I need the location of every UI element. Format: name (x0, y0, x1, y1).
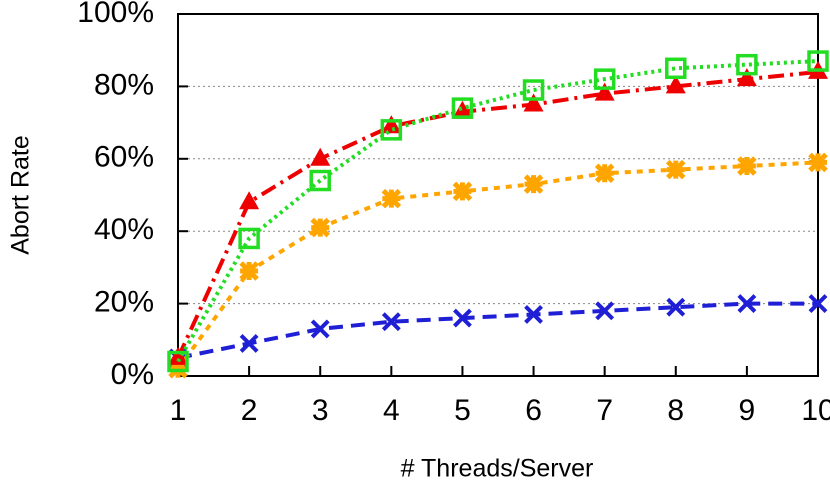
marker (452, 100, 473, 119)
y-tick-label: 0% (111, 358, 154, 391)
marker (737, 294, 757, 314)
marker (665, 75, 686, 94)
series-line (177, 301, 818, 360)
marker (310, 147, 331, 166)
series-line (176, 69, 819, 359)
series-line (176, 160, 819, 370)
marker (310, 217, 330, 238)
marker (808, 294, 828, 314)
marker (595, 301, 615, 321)
y-tick-label: 100% (77, 0, 154, 29)
marker (522, 79, 545, 101)
marker (524, 305, 543, 324)
x-tick-label: 8 (667, 394, 684, 427)
marker (239, 334, 259, 353)
marker (238, 227, 260, 250)
x-tick-label: 4 (383, 394, 400, 427)
marker (665, 57, 687, 80)
x-tick-label: 5 (454, 394, 471, 427)
marker (594, 163, 615, 184)
marker (736, 53, 758, 76)
x-tick-label: 7 (596, 394, 613, 427)
marker (239, 191, 260, 210)
marker (453, 308, 472, 328)
marker (239, 261, 259, 281)
marker (167, 350, 189, 373)
marker (451, 97, 474, 119)
marker (666, 297, 686, 317)
x-tick-label: 2 (241, 394, 258, 427)
marker (380, 119, 403, 141)
marker (381, 312, 401, 332)
marker (523, 93, 544, 112)
x-tick-label: 1 (170, 394, 187, 427)
marker (737, 156, 757, 176)
x-tick-label: 9 (739, 394, 756, 427)
marker (593, 68, 616, 90)
marker (310, 319, 330, 339)
marker (381, 115, 402, 134)
y-tick-label: 60% (94, 141, 154, 174)
plot-frame (177, 13, 819, 377)
marker (168, 358, 188, 379)
marker (168, 346, 188, 365)
x-axis-title: # Threads/Server (401, 455, 594, 483)
marker (807, 50, 829, 72)
y-axis-title: Abort Rate (7, 135, 35, 255)
y-tick-label: 20% (94, 286, 154, 319)
marker (808, 152, 828, 173)
marker (381, 188, 402, 209)
x-tick-label: 3 (312, 394, 329, 427)
marker (666, 159, 686, 180)
marker (736, 68, 757, 87)
x-tick-label: 10 (801, 394, 830, 427)
marker (452, 181, 473, 202)
marker (523, 174, 544, 194)
y-tick-label: 80% (94, 68, 154, 101)
x-tick-label: 6 (525, 394, 542, 427)
marker (309, 169, 331, 192)
y-tick-label: 40% (94, 213, 154, 246)
marker (594, 82, 615, 101)
